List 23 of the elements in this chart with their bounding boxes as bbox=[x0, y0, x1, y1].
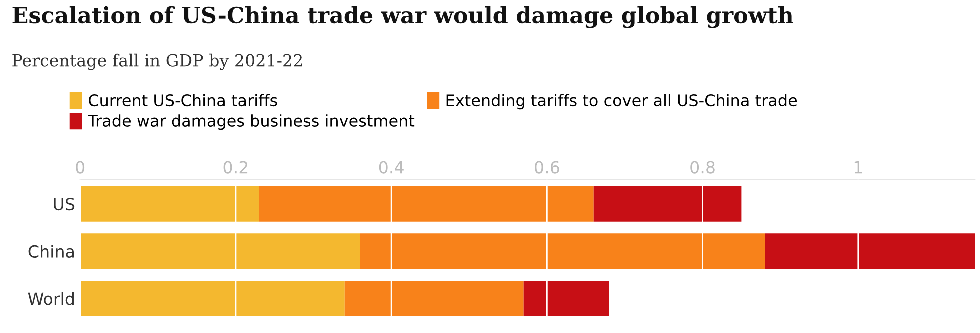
legend-label: Current US-China tariffs bbox=[89, 94, 278, 107]
x-tick-label: 0.4 bbox=[379, 161, 404, 174]
x-tick-label: 0.8 bbox=[690, 161, 715, 174]
bar bbox=[594, 186, 742, 222]
bar bbox=[80, 186, 260, 222]
chart-title: Escalation of US-China trade war would damage global growth bbox=[12, 6, 794, 28]
bar bbox=[360, 234, 766, 270]
x-tick-label: 0 bbox=[76, 161, 85, 174]
chart-subtitle: Percentage fall in GDP by 2021-22 bbox=[12, 54, 302, 70]
bar bbox=[80, 234, 360, 270]
bar bbox=[344, 281, 524, 316]
y-tick-label: US bbox=[54, 198, 75, 211]
x-tick-label: 0.6 bbox=[535, 161, 560, 174]
bar bbox=[259, 186, 594, 222]
bar bbox=[524, 281, 610, 316]
y-tick-label: World bbox=[28, 292, 74, 306]
legend-label: Trade war damages business investment bbox=[88, 114, 415, 130]
y-tick-label: China bbox=[28, 245, 74, 258]
x-tick-label: 0.2 bbox=[224, 161, 248, 174]
bar bbox=[80, 281, 345, 316]
legend-label: Extending tariffs to cover all US-China trade bbox=[446, 94, 798, 110]
bar bbox=[765, 234, 976, 270]
x-tick-label: 1 bbox=[854, 161, 862, 174]
